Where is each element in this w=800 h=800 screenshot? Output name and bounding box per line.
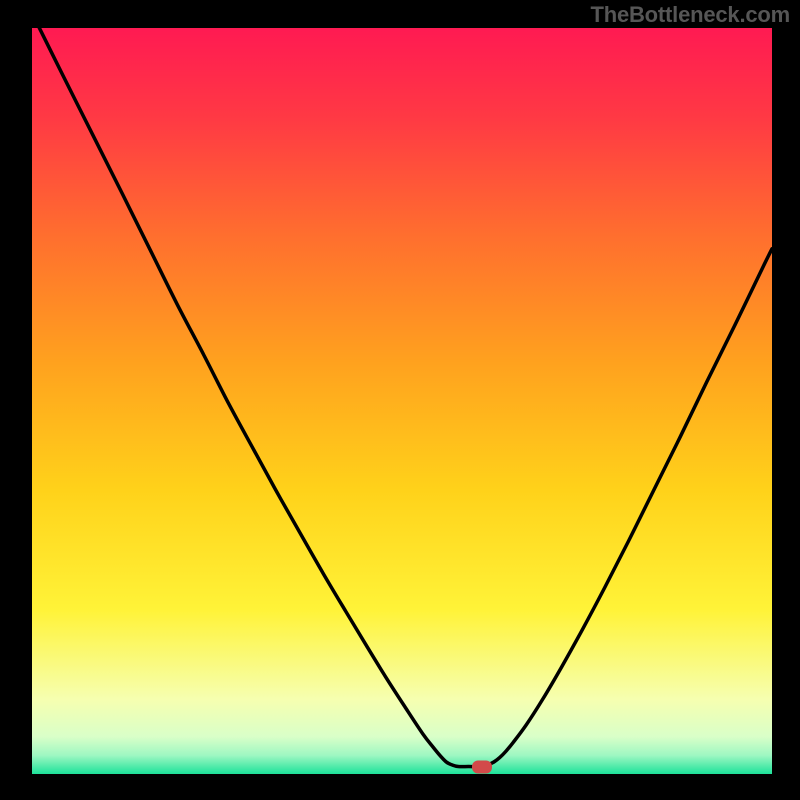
chart-frame: { "attribution": { "text": "TheBottlenec…	[0, 0, 800, 800]
attribution-text: TheBottleneck.com	[590, 2, 790, 28]
bottleneck-curve	[32, 28, 772, 774]
plot-area	[32, 28, 772, 774]
optimum-marker	[472, 760, 492, 773]
